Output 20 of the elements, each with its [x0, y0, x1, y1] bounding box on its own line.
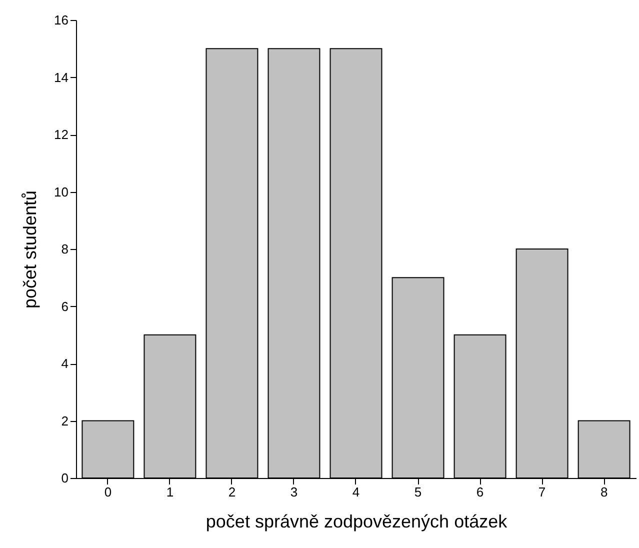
y-axis-title: počet studentů [20, 190, 40, 309]
y-tick-label: 12 [54, 127, 68, 142]
x-tick-label: 0 [104, 484, 112, 500]
x-tick-label: 4 [352, 484, 360, 500]
y-tick-label: 6 [61, 298, 68, 314]
x-tick-label: 5 [414, 484, 422, 500]
x-tick-label: 1 [166, 484, 174, 500]
y-tick-label: 14 [54, 70, 68, 85]
y-tick-label: 0 [61, 470, 68, 486]
x-tick-label: 6 [476, 484, 484, 500]
x-tick-label: 2 [228, 484, 236, 500]
y-tick-label: 4 [61, 356, 68, 371]
y-tick-label: 2 [61, 413, 68, 428]
x-axis-title: počet správně zodpovězených otázek [206, 512, 508, 532]
y-tick-label: 10 [54, 184, 68, 200]
x-tick-label: 7 [538, 484, 546, 500]
y-tick-label: 8 [61, 242, 68, 256]
x-tick-label: 8 [600, 484, 608, 500]
x-tick-label: 3 [290, 484, 298, 500]
y-tick-label: 16 [54, 12, 68, 28]
